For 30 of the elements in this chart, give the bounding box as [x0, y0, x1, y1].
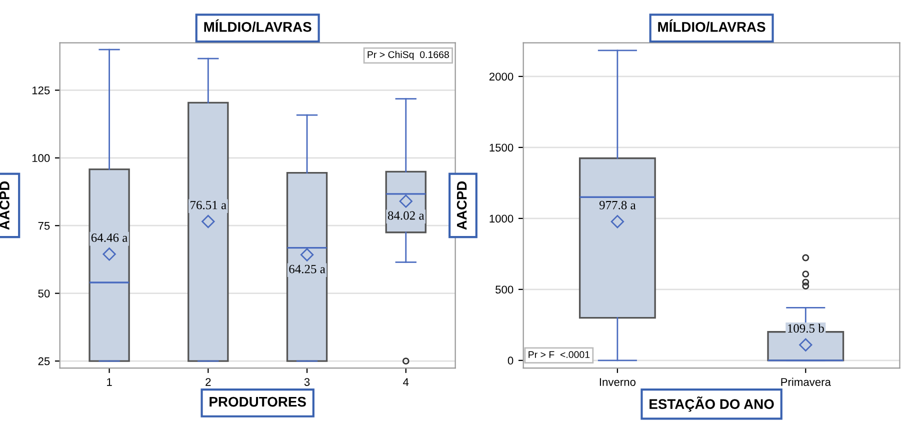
x-tick-label: 1: [107, 378, 112, 386]
chart-title: MÍLDIO/LAVRAS: [204, 19, 312, 32]
annotation: 977.8 a: [599, 200, 636, 210]
y-axis-title: AACPD: [0, 181, 10, 230]
y-tick-label: 50: [38, 290, 50, 298]
y-tick-label: 500: [496, 286, 514, 294]
x-tick-label: Inverno: [600, 378, 636, 386]
y-tick-label: 1500: [490, 144, 514, 152]
y-tick-label: 1000: [490, 214, 514, 223]
chart-title: MÍLDIO/LAVRAS: [658, 19, 766, 32]
annotation: 109.5 b: [788, 324, 824, 333]
y-tick-label: 75: [38, 222, 50, 230]
annotation: Pr > ChiSq 0.1668: [368, 50, 449, 60]
x-tick-label: Primavera: [781, 378, 831, 386]
x-tick-label: 2: [206, 378, 211, 386]
annotation: Pr > F <.0001: [528, 351, 590, 358]
y-axis-title: AACPD: [456, 181, 467, 230]
x-tick-label: 3: [304, 378, 310, 386]
annotation: 64.25 a: [289, 264, 326, 274]
y-tick-label: 100: [32, 154, 50, 162]
x-axis-title: ESTAÇÃO DO ANO: [650, 396, 774, 412]
annotation: 76.51 a: [190, 200, 226, 210]
y-tick-label: 0: [508, 356, 514, 365]
annotation: 84.02 a: [388, 211, 424, 220]
y-tick-label: 2000: [489, 72, 514, 81]
x-tick-label: 4: [403, 378, 409, 386]
x-axis-title: PRODUTORES: [210, 396, 306, 407]
annotation: 64.46 a: [91, 234, 128, 242]
y-tick-label: 25: [38, 357, 50, 366]
y-tick-label: 125: [32, 86, 50, 94]
